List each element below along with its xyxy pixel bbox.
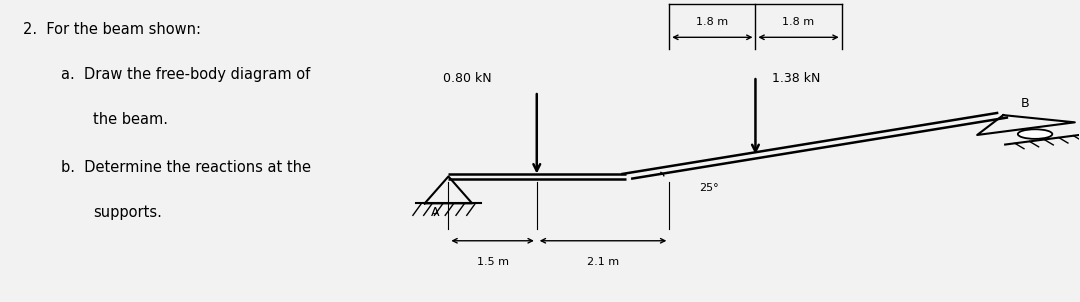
Text: 2.  For the beam shown:: 2. For the beam shown: xyxy=(23,22,201,37)
Text: a.  Draw the free-body diagram of: a. Draw the free-body diagram of xyxy=(60,67,310,82)
Text: 1.8 m: 1.8 m xyxy=(697,17,728,27)
Text: 0.80 kN: 0.80 kN xyxy=(443,72,491,85)
Text: B: B xyxy=(1021,97,1029,110)
Text: 1.8 m: 1.8 m xyxy=(783,17,814,27)
Text: b.  Determine the reactions at the: b. Determine the reactions at the xyxy=(60,160,311,175)
Text: 1.5 m: 1.5 m xyxy=(476,257,509,267)
Text: A: A xyxy=(431,206,440,219)
Text: 1.38 kN: 1.38 kN xyxy=(771,72,820,85)
Circle shape xyxy=(1017,129,1052,139)
Text: the beam.: the beam. xyxy=(93,112,168,127)
Text: supports.: supports. xyxy=(93,205,162,220)
Text: 2.1 m: 2.1 m xyxy=(586,257,619,267)
Text: 25°: 25° xyxy=(700,183,719,193)
